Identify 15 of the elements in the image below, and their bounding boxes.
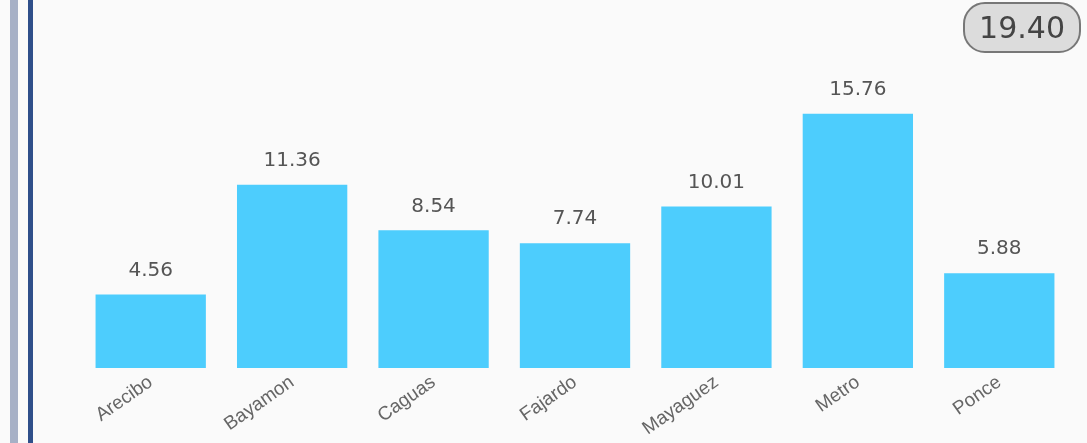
- data-label: 15.76: [829, 76, 887, 101]
- bar: [236, 184, 348, 369]
- bar: [378, 230, 489, 369]
- data-label: 10.01: [687, 168, 746, 193]
- data-label: 4.56: [128, 256, 173, 281]
- bar: [802, 113, 914, 369]
- bar: [95, 294, 206, 369]
- bar: [519, 243, 631, 369]
- text: 19.40: [963, 2, 1081, 53]
- data-label: 5.88: [977, 235, 1022, 260]
- data-label: 8.54: [411, 192, 456, 217]
- bar: [661, 206, 772, 369]
- data-label: 11.36: [263, 147, 321, 172]
- bar: [944, 273, 1055, 369]
- data-label: 7.74: [552, 205, 598, 230]
